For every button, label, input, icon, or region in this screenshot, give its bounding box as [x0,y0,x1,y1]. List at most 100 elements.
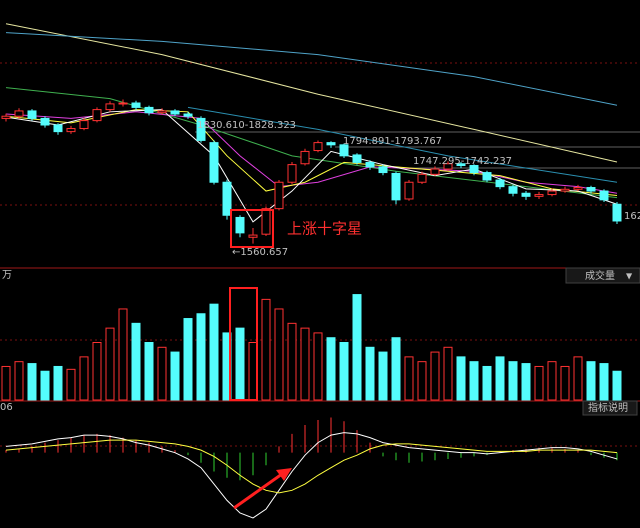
candle-body [378,166,388,174]
candle-body [404,181,414,200]
candle-body [391,172,401,201]
price-annotation: 1830.610-1828.323 [197,120,296,131]
candle-body [14,110,24,117]
candle-body [521,192,531,197]
volume-bar [326,337,336,401]
candle-body [612,203,622,222]
candle-body [352,154,362,163]
volume-bar [287,322,297,401]
candle-body [222,181,232,216]
price-tag-bg [622,208,640,224]
candle-body [443,163,453,170]
volume-bar [404,356,414,401]
volume-bar [352,294,362,401]
volume-bar [508,361,518,401]
candle-body [105,103,115,111]
candle-body [287,164,297,183]
candle-body [586,187,596,192]
candle-body [495,179,505,188]
volume-bar [27,363,37,401]
candle-body [1,115,11,119]
volume-bar [547,361,557,401]
moving-average [5,32,618,106]
volume-bar [456,356,466,401]
volume-bar [300,327,310,401]
candle-body [313,142,323,152]
volume-title: 成交量 [585,269,615,282]
volume-bar [560,365,570,401]
moving-average [5,87,618,199]
candle-body [469,165,479,174]
candle-body [365,161,375,168]
volume-bar [443,346,453,401]
plot-area [1,23,622,519]
volume-bar [391,337,401,401]
volume-bar [482,365,492,401]
candle-body [534,194,544,197]
candle-body [209,142,219,183]
candle-body [482,172,492,181]
price-annotation: 1794.891-1793.767 [343,136,442,147]
candle-body [599,190,609,201]
volume-bar [196,313,206,401]
volume-bar [105,327,115,401]
candle-body [170,110,180,115]
volume-bar [235,327,245,401]
volume-bar [612,370,622,401]
volume-bar [573,356,583,401]
moving-average [5,23,618,163]
candle-body [456,163,466,167]
volume-bar [378,351,388,401]
panel-header [565,267,640,284]
volume-bar [339,342,349,401]
candle-body [92,109,102,122]
volume-bar [365,346,375,401]
volume-bar [586,361,596,401]
candle-body [417,173,427,183]
volume-bar [417,361,427,401]
price-annotation: ←1560.657 [232,247,288,258]
moving-average [187,106,618,183]
dropdown-icon[interactable]: ▼ [626,272,633,281]
volume-bar [157,346,167,401]
dif-line [5,432,618,519]
arrow-head [276,468,292,481]
volume-bar [469,361,479,401]
volume-bar [14,361,24,401]
volume-bar [183,318,193,401]
candle-body [196,117,206,141]
price-annotation: 1747.295-1742.237 [413,156,512,167]
volume-bar [313,332,323,401]
moving-average [5,109,618,223]
highlight-box [229,287,258,401]
indicator-button[interactable] [582,400,638,416]
highlight-box [230,209,274,248]
volume-bar [521,363,531,401]
volume-bar [144,342,154,401]
arrow [233,472,283,510]
volume-bar [79,356,89,401]
candle-body [157,110,167,114]
candle-body [300,150,310,165]
candle-body [66,128,76,133]
volume-bar [274,308,284,401]
volume-bar [248,342,258,401]
candle-body [27,110,37,119]
candle-body [560,188,570,192]
volume-bar [495,356,505,401]
candle-body [261,208,271,235]
candle-body [274,181,284,210]
indicator-button-label[interactable]: 指标说明 [588,401,628,414]
candle-body [248,234,258,238]
volume-bar [261,298,271,401]
volume-bar [209,303,219,401]
pattern-label: 上涨十字星 [287,220,362,238]
volume-bar [118,308,128,401]
moving-average [5,111,618,194]
volume-unit: 万 [2,270,12,281]
candle-body [430,168,440,175]
volume-bar [430,351,440,401]
price-tag: 162 [624,211,640,222]
volume-bar [599,363,609,401]
